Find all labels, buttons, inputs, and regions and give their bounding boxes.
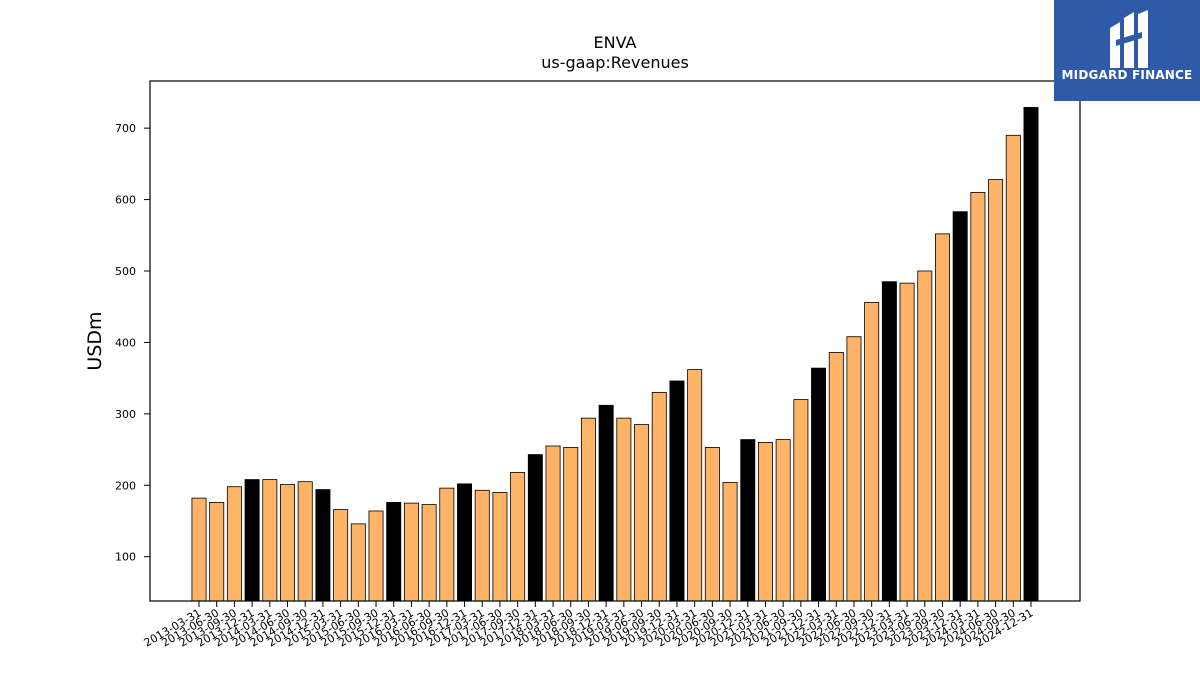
logo-text: MIDGARD FINANCE — [1061, 68, 1193, 82]
y-tick-label: 100 — [115, 551, 136, 564]
bar-2015-06-30 — [350, 523, 366, 602]
bar-2013-09-30 — [226, 486, 242, 602]
bar-2020-03-31 — [687, 369, 703, 602]
bar-2021-09-30 — [793, 399, 809, 602]
bar-2014-09-30 — [297, 481, 313, 602]
chart-title: ENVA — [594, 33, 637, 52]
bar-2016-03-31 — [403, 502, 419, 602]
bar-2017-03-31 — [474, 489, 490, 602]
bar-2018-06-30 — [563, 447, 579, 602]
y-tick-label: 500 — [115, 265, 136, 278]
bar-2013-12-31 — [244, 479, 260, 602]
bar-2019-12-31 — [669, 380, 685, 602]
bar-2019-03-31 — [616, 417, 632, 602]
bar-2017-12-31 — [527, 454, 543, 602]
bar-2019-09-30 — [651, 392, 667, 602]
bar-2014-03-31 — [262, 479, 278, 602]
bar-2024-09-30 — [1005, 134, 1021, 602]
bar-2021-06-30 — [775, 439, 791, 602]
bar-2024-03-31 — [970, 192, 986, 602]
bar-2022-09-30 — [864, 302, 880, 602]
bar-2016-09-30 — [439, 487, 455, 602]
bar-2023-09-30 — [935, 233, 950, 602]
plot-frame — [149, 80, 1081, 602]
bar-2015-09-30 — [368, 510, 384, 602]
bar-2020-09-30 — [722, 482, 738, 602]
midgard-logo-icon — [1110, 10, 1148, 68]
bar-2016-12-31 — [457, 483, 473, 602]
bar-2024-12-31 — [1023, 107, 1039, 602]
midgard-finance-logo: MIDGARD FINANCE — [1054, 0, 1200, 101]
bar-2022-12-31 — [881, 281, 897, 602]
bar-2023-03-31 — [899, 282, 915, 602]
bar-2022-03-31 — [828, 352, 844, 602]
bar-2021-12-31 — [811, 367, 827, 602]
bar-2017-09-30 — [510, 472, 526, 602]
bar-2024-06-30 — [988, 179, 1004, 602]
bar-2016-06-30 — [421, 504, 437, 602]
bar-2021-03-31 — [757, 442, 773, 602]
bars-group — [191, 107, 1039, 602]
bar-2018-09-30 — [580, 417, 596, 602]
bar-2013-03-31 — [191, 497, 207, 602]
bar-2015-03-31 — [333, 509, 349, 602]
y-tick-label: 600 — [115, 194, 136, 207]
bar-2022-06-30 — [846, 336, 862, 602]
y-axis-ticks: 100 200 300 400 500 600 700 — [115, 122, 150, 564]
y-tick-label: 200 — [115, 479, 136, 492]
y-tick-label: 400 — [115, 336, 136, 349]
bar-2017-06-30 — [492, 492, 508, 602]
bar-2013-06-30 — [209, 502, 225, 602]
y-tick-label: 300 — [115, 408, 136, 421]
bar-2014-06-30 — [280, 484, 295, 602]
chart-subtitle: us-gaap:Revenues — [541, 53, 689, 72]
bar-2019-06-30 — [634, 424, 650, 602]
bar-2018-12-31 — [598, 404, 614, 602]
bar-2018-03-31 — [545, 445, 561, 602]
bar-2015-12-31 — [386, 502, 402, 602]
bar-2020-12-31 — [740, 439, 756, 602]
bar-2023-06-30 — [917, 270, 933, 602]
x-axis-ticks: 2013-03-312013-06-302013-09-302013-12-31… — [142, 601, 1036, 650]
y-axis-label: USDm — [84, 311, 106, 370]
bar-2023-12-31 — [952, 211, 968, 602]
y-tick-label: 700 — [115, 122, 136, 135]
bar-2014-12-31 — [315, 489, 331, 602]
bar-2020-06-30 — [704, 447, 720, 602]
